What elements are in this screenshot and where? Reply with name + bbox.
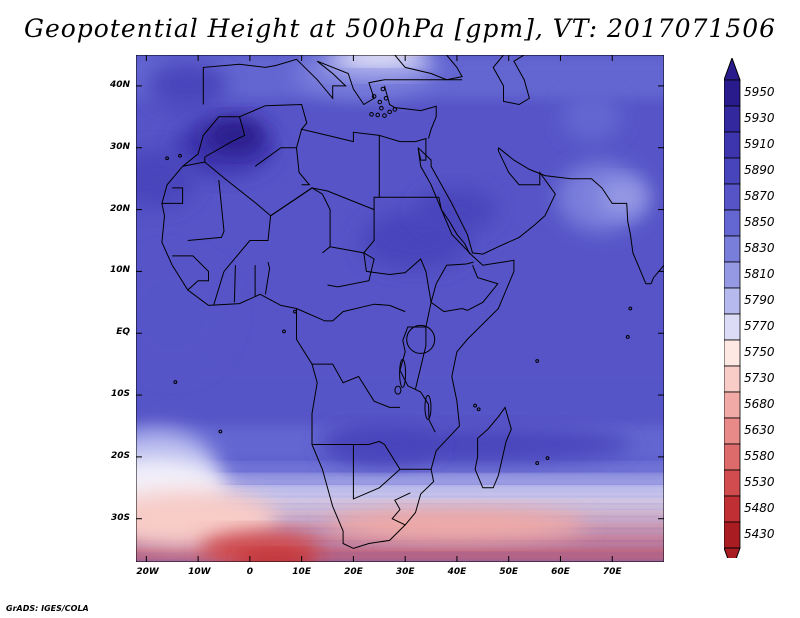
lon-tick-label: 30E [395, 567, 415, 577]
colorbar-box [724, 521, 741, 549]
colorbar-label: 5790 [744, 293, 775, 307]
colorbar-box [724, 131, 741, 159]
lon-tick-label: 10W [188, 567, 211, 577]
colorbar-label: 5580 [744, 449, 775, 463]
colorbar-label: 5750 [744, 345, 775, 359]
colorbar-box [724, 235, 741, 263]
lon-tick-label: 40E [447, 567, 467, 577]
colorbar [724, 58, 741, 558]
colorbar-label: 5950 [744, 85, 775, 99]
colorbar-box [724, 183, 741, 211]
colorbar-label: 5770 [744, 319, 775, 333]
colorbar-label: 5680 [744, 397, 775, 411]
lon-tick-label: 20E [344, 567, 363, 577]
colorbar-box [724, 313, 741, 341]
lat-tick-label: 40N [109, 79, 130, 90]
lon-tick-label: 50E [499, 567, 519, 577]
lon-tick-label: 60E [551, 567, 570, 577]
colorbar-label: 5810 [744, 267, 775, 281]
colorbar-label: 5730 [744, 371, 775, 385]
colorbar-top-arrow [724, 58, 741, 81]
coastlines [161, 55, 664, 549]
lat-tick-label: 30N [109, 141, 130, 152]
colorbar-box [724, 365, 741, 393]
lat-tick-label: 20S [110, 450, 130, 461]
lat-tick-label: 20N [109, 203, 130, 214]
grads-credit: GrADS: IGES/COLA [6, 604, 89, 613]
chart-title: Geopotential Height at 500hPa [gpm], VT:… [23, 14, 777, 43]
colorbar-box [724, 157, 741, 185]
colorbar-box [724, 287, 741, 315]
lat-tick-label: 10N [109, 265, 130, 276]
colorbar-box [724, 79, 741, 107]
axis-ticks [136, 55, 664, 562]
colorbar-box [724, 261, 741, 289]
colorbar-label: 5910 [744, 137, 775, 151]
colorbar-label: 5850 [744, 215, 775, 229]
colorbar-label: 5530 [744, 475, 775, 489]
lat-tick-label: 30S [110, 512, 130, 523]
colorbar-box [724, 339, 741, 367]
colorbar-box [724, 391, 741, 419]
colorbar-label: 5830 [744, 241, 775, 255]
colorbar-box [724, 495, 741, 523]
map-plot [136, 55, 664, 562]
colorbar-box [724, 469, 741, 497]
colorbar-box [724, 417, 741, 445]
lon-tick-label: 0 [246, 567, 253, 577]
colorbar-bottom-arrow [724, 547, 741, 558]
lon-tick-label: 20W [136, 567, 159, 577]
colorbar-label: 5630 [744, 423, 775, 437]
height-field [136, 55, 664, 562]
colorbar-box [724, 209, 741, 237]
colorbar-label: 5930 [744, 111, 775, 125]
colorbar-label: 5890 [744, 163, 775, 177]
colorbar-box [724, 443, 741, 471]
lon-tick-label: 70E [602, 567, 622, 577]
colorbar-label: 5870 [744, 189, 775, 203]
colorbar-label: 5480 [744, 501, 775, 515]
lat-tick-label: 10S [110, 389, 130, 400]
colorbar-label: 5430 [744, 527, 775, 541]
lon-tick-label: 10E [292, 567, 311, 577]
lat-tick-label: EQ [116, 327, 130, 338]
colorbar-box [724, 105, 741, 133]
